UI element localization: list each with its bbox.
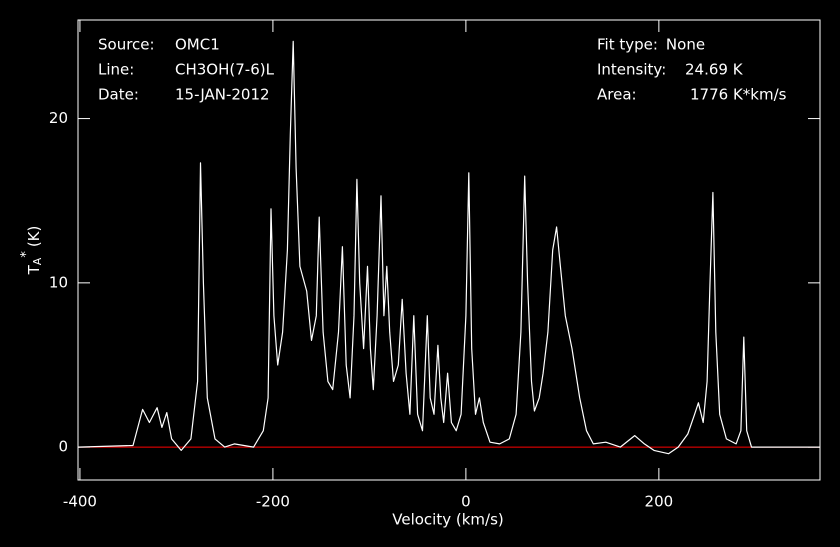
annotation-value: 1776 K*km/s (690, 86, 787, 104)
x-tick-label: 0 (461, 493, 471, 511)
annotation-key: Fit type: (597, 36, 658, 54)
spectrum-line (77, 40, 820, 455)
y-label-sup: * (19, 251, 34, 258)
x-tick-label: -400 (63, 493, 97, 511)
annotation-key: Source: (98, 36, 155, 54)
y-axis-label: TA* (K) (19, 226, 45, 276)
plot-frame (77, 19, 821, 481)
y-tick-label: 0 (58, 438, 68, 456)
annotation-key: Date: (98, 86, 139, 104)
annotation-value: OMC1 (175, 36, 220, 54)
y-tick-label: 10 (49, 273, 68, 291)
y-label-unit: (K) (25, 226, 43, 248)
y-label-main: T (25, 264, 43, 275)
annotation-key: Line: (98, 61, 134, 79)
x-tick-label: -200 (256, 493, 290, 511)
annotation-value: None (666, 36, 705, 54)
annotation-value: CH3OH(7-6)L (175, 61, 275, 79)
annotation-key: Area: (597, 86, 637, 104)
annotation-key: Intensity: (597, 61, 666, 79)
y-label-sub: A (31, 257, 44, 265)
annotation-value: 24.69 K (685, 61, 744, 79)
y-tick-label: 20 (49, 109, 68, 127)
annotation-value: 15-JAN-2012 (175, 86, 270, 104)
x-tick-label: 200 (645, 493, 674, 511)
x-axis-label: Velocity (km/s) (392, 511, 503, 529)
